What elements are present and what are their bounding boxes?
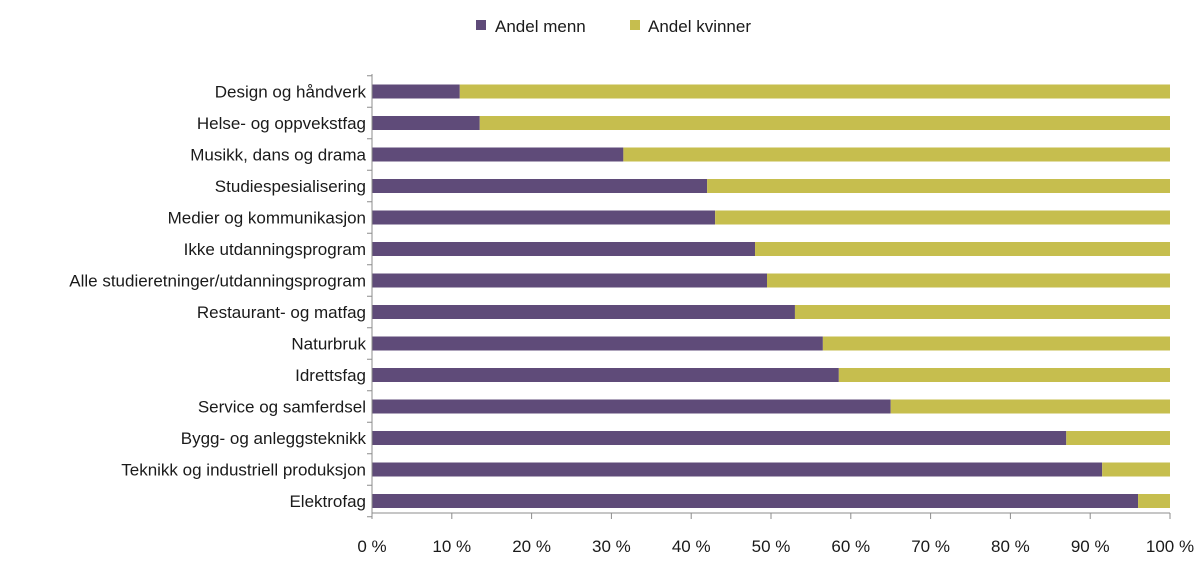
bar-men-7 xyxy=(372,305,795,319)
category-label: Service og samferdsel xyxy=(198,398,366,417)
category-label: Alle studieretninger/utdanningsprogram xyxy=(69,272,366,291)
bar-men-13 xyxy=(372,494,1139,508)
bar-men-12 xyxy=(372,462,1103,477)
bars-group xyxy=(372,84,1171,508)
x-tick-label: 20 % xyxy=(512,537,551,556)
legend-swatch-men xyxy=(476,20,486,30)
bar-women-8 xyxy=(822,336,1170,351)
category-label: Bygg- og anleggsteknikk xyxy=(181,429,367,448)
bar-men-9 xyxy=(372,368,839,382)
category-label: Helse- og oppvekstfag xyxy=(197,114,366,133)
category-labels: Design og håndverk Helse- og oppvekstfag M… xyxy=(69,83,366,512)
bar-men-0 xyxy=(372,84,460,99)
bar-men-2 xyxy=(372,147,624,162)
bar-men-8 xyxy=(372,336,823,351)
bar-women-13 xyxy=(1138,494,1170,508)
legend: Andel menn Andel kvinner xyxy=(476,17,751,36)
bar-women-3 xyxy=(707,179,1170,193)
bar-women-1 xyxy=(479,116,1171,130)
bar-women-4 xyxy=(715,210,1170,225)
x-tick-label: 0 % xyxy=(357,537,386,556)
category-label: Naturbruk xyxy=(291,335,366,354)
x-tick-label: 50 % xyxy=(752,537,791,556)
x-tick-label: 10 % xyxy=(432,537,471,556)
bar-women-7 xyxy=(794,305,1170,319)
bar-men-3 xyxy=(372,179,708,193)
x-tick-label: 90 % xyxy=(1071,537,1110,556)
category-label: Design og håndverk xyxy=(215,83,367,102)
x-tick-labels: 0 % 10 % 20 % 30 % 40 % 50 % 60 % 70 % 80 % 90 % 1… xyxy=(357,537,1194,556)
x-tick-label: 70 % xyxy=(911,537,950,556)
bar-men-4 xyxy=(372,210,716,225)
bar-women-2 xyxy=(623,147,1170,162)
legend-swatch-women xyxy=(630,20,640,30)
category-label: Teknikk og industriell produksjon xyxy=(121,461,366,480)
category-label: Medier og kommunikasjon xyxy=(168,209,366,228)
bar-men-6 xyxy=(372,273,768,288)
axes xyxy=(367,74,1171,519)
x-tick-label: 100 % xyxy=(1146,537,1194,556)
category-label: Elektrofag xyxy=(289,492,366,511)
category-label: Studiespesialisering xyxy=(215,177,366,196)
category-label: Ikke utdanningsprogram xyxy=(184,240,366,259)
bar-men-1 xyxy=(372,116,480,130)
bar-women-0 xyxy=(459,84,1170,99)
x-tick-label: 80 % xyxy=(991,537,1030,556)
category-label: Idrettsfag xyxy=(295,366,366,385)
x-tick-label: 30 % xyxy=(592,537,631,556)
category-label: Musikk, dans og drama xyxy=(190,146,366,165)
bar-women-9 xyxy=(838,368,1170,382)
bar-men-11 xyxy=(372,431,1067,445)
bar-men-10 xyxy=(372,399,891,414)
legend-label-women: Andel kvinner xyxy=(648,17,751,36)
bar-women-5 xyxy=(755,242,1170,256)
bar-women-6 xyxy=(767,273,1170,288)
legend-label-men: Andel menn xyxy=(495,17,586,36)
bar-men-5 xyxy=(372,242,756,256)
x-tick-label: 60 % xyxy=(831,537,870,556)
bar-women-10 xyxy=(890,399,1170,414)
category-label: Restaurant- og matfag xyxy=(197,303,366,322)
bar-women-11 xyxy=(1066,431,1170,445)
x-tick-label: 40 % xyxy=(672,537,711,556)
bar-women-12 xyxy=(1102,462,1170,477)
